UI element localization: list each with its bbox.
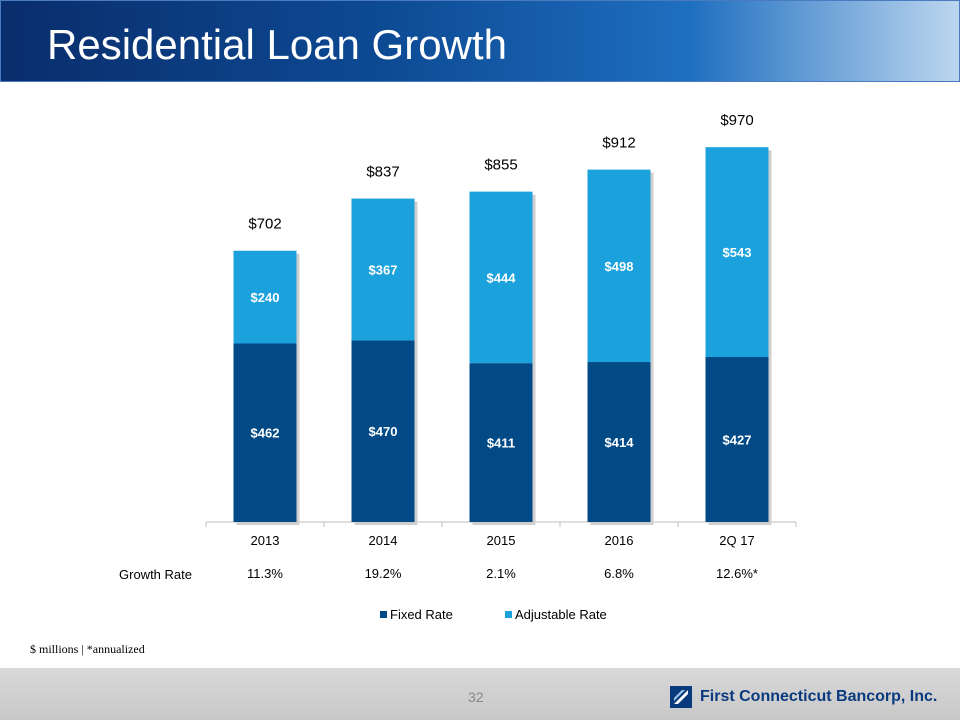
x-tick-label: 2014 <box>369 533 398 548</box>
bar-adjustable-rate <box>351 198 415 341</box>
stacked-bar-chart: $462 $240 $702 2013 11.3% $470 $367 $837 2014 19.… <box>119 112 797 622</box>
legend-label-fixed-rate: Fixed Rate <box>390 607 453 622</box>
bar-adjustable-rate <box>587 169 651 363</box>
total-label: $912 <box>602 135 635 152</box>
total-label: $970 <box>720 112 753 129</box>
bar-fixed-rate <box>351 340 415 522</box>
data-label-adjustable: $444 <box>487 270 517 285</box>
x-tick-label: 2015 <box>487 533 516 548</box>
data-label-fixed: $427 <box>723 433 752 448</box>
title-bar: Residential Loan Growth <box>0 0 960 82</box>
data-label-fixed: $462 <box>251 426 280 441</box>
data-label-fixed: $414 <box>605 435 635 450</box>
total-label: $837 <box>366 164 399 181</box>
company-logo-icon <box>670 686 692 708</box>
bar-fixed-rate <box>469 363 533 522</box>
x-tick-label: 2013 <box>251 533 280 548</box>
bar-fixed-rate <box>233 343 297 522</box>
data-label-adjustable: $498 <box>605 259 634 274</box>
growth-rate-value: 6.8% <box>604 566 634 581</box>
bar-fixed-rate <box>587 362 651 522</box>
legend-swatch-adjustable-rate <box>505 611 512 618</box>
growth-rate-value: 12.6%* <box>716 566 758 581</box>
bar-adjustable-rate <box>469 191 533 364</box>
bar-fixed-rate <box>705 357 769 522</box>
data-label-adjustable: $367 <box>369 262 398 277</box>
growth-rate-label: Growth Rate <box>119 567 192 582</box>
company-logo: First Connecticut Bancorp, Inc. <box>670 686 937 708</box>
footnote: $ millions | *annualized <box>30 642 145 656</box>
data-label-fixed: $411 <box>487 436 515 451</box>
page-number: 32 <box>468 689 484 705</box>
data-label-adjustable: $543 <box>723 245 752 260</box>
growth-rate-value: 11.3% <box>247 566 283 581</box>
growth-rate-value: 19.2% <box>365 566 402 581</box>
total-label: $702 <box>248 216 281 233</box>
x-tick-label: 2Q 17 <box>719 533 754 548</box>
x-tick-label: 2016 <box>605 533 634 548</box>
bar-adjustable-rate <box>233 250 297 344</box>
data-label-adjustable: $240 <box>251 290 280 305</box>
growth-rate-value: 2.1% <box>486 566 516 581</box>
slide-title: Residential Loan Growth <box>47 21 507 68</box>
data-label-fixed: $470 <box>369 424 398 439</box>
footer-bar: 32 First Connecticut Bancorp, Inc. <box>0 668 960 720</box>
bar-adjustable-rate <box>705 147 769 358</box>
legend-swatch-fixed-rate <box>380 611 387 618</box>
total-label: $855 <box>484 157 517 174</box>
company-name: First Connecticut Bancorp, Inc. <box>700 688 938 705</box>
legend-label-adjustable-rate: Adjustable Rate <box>515 607 607 622</box>
